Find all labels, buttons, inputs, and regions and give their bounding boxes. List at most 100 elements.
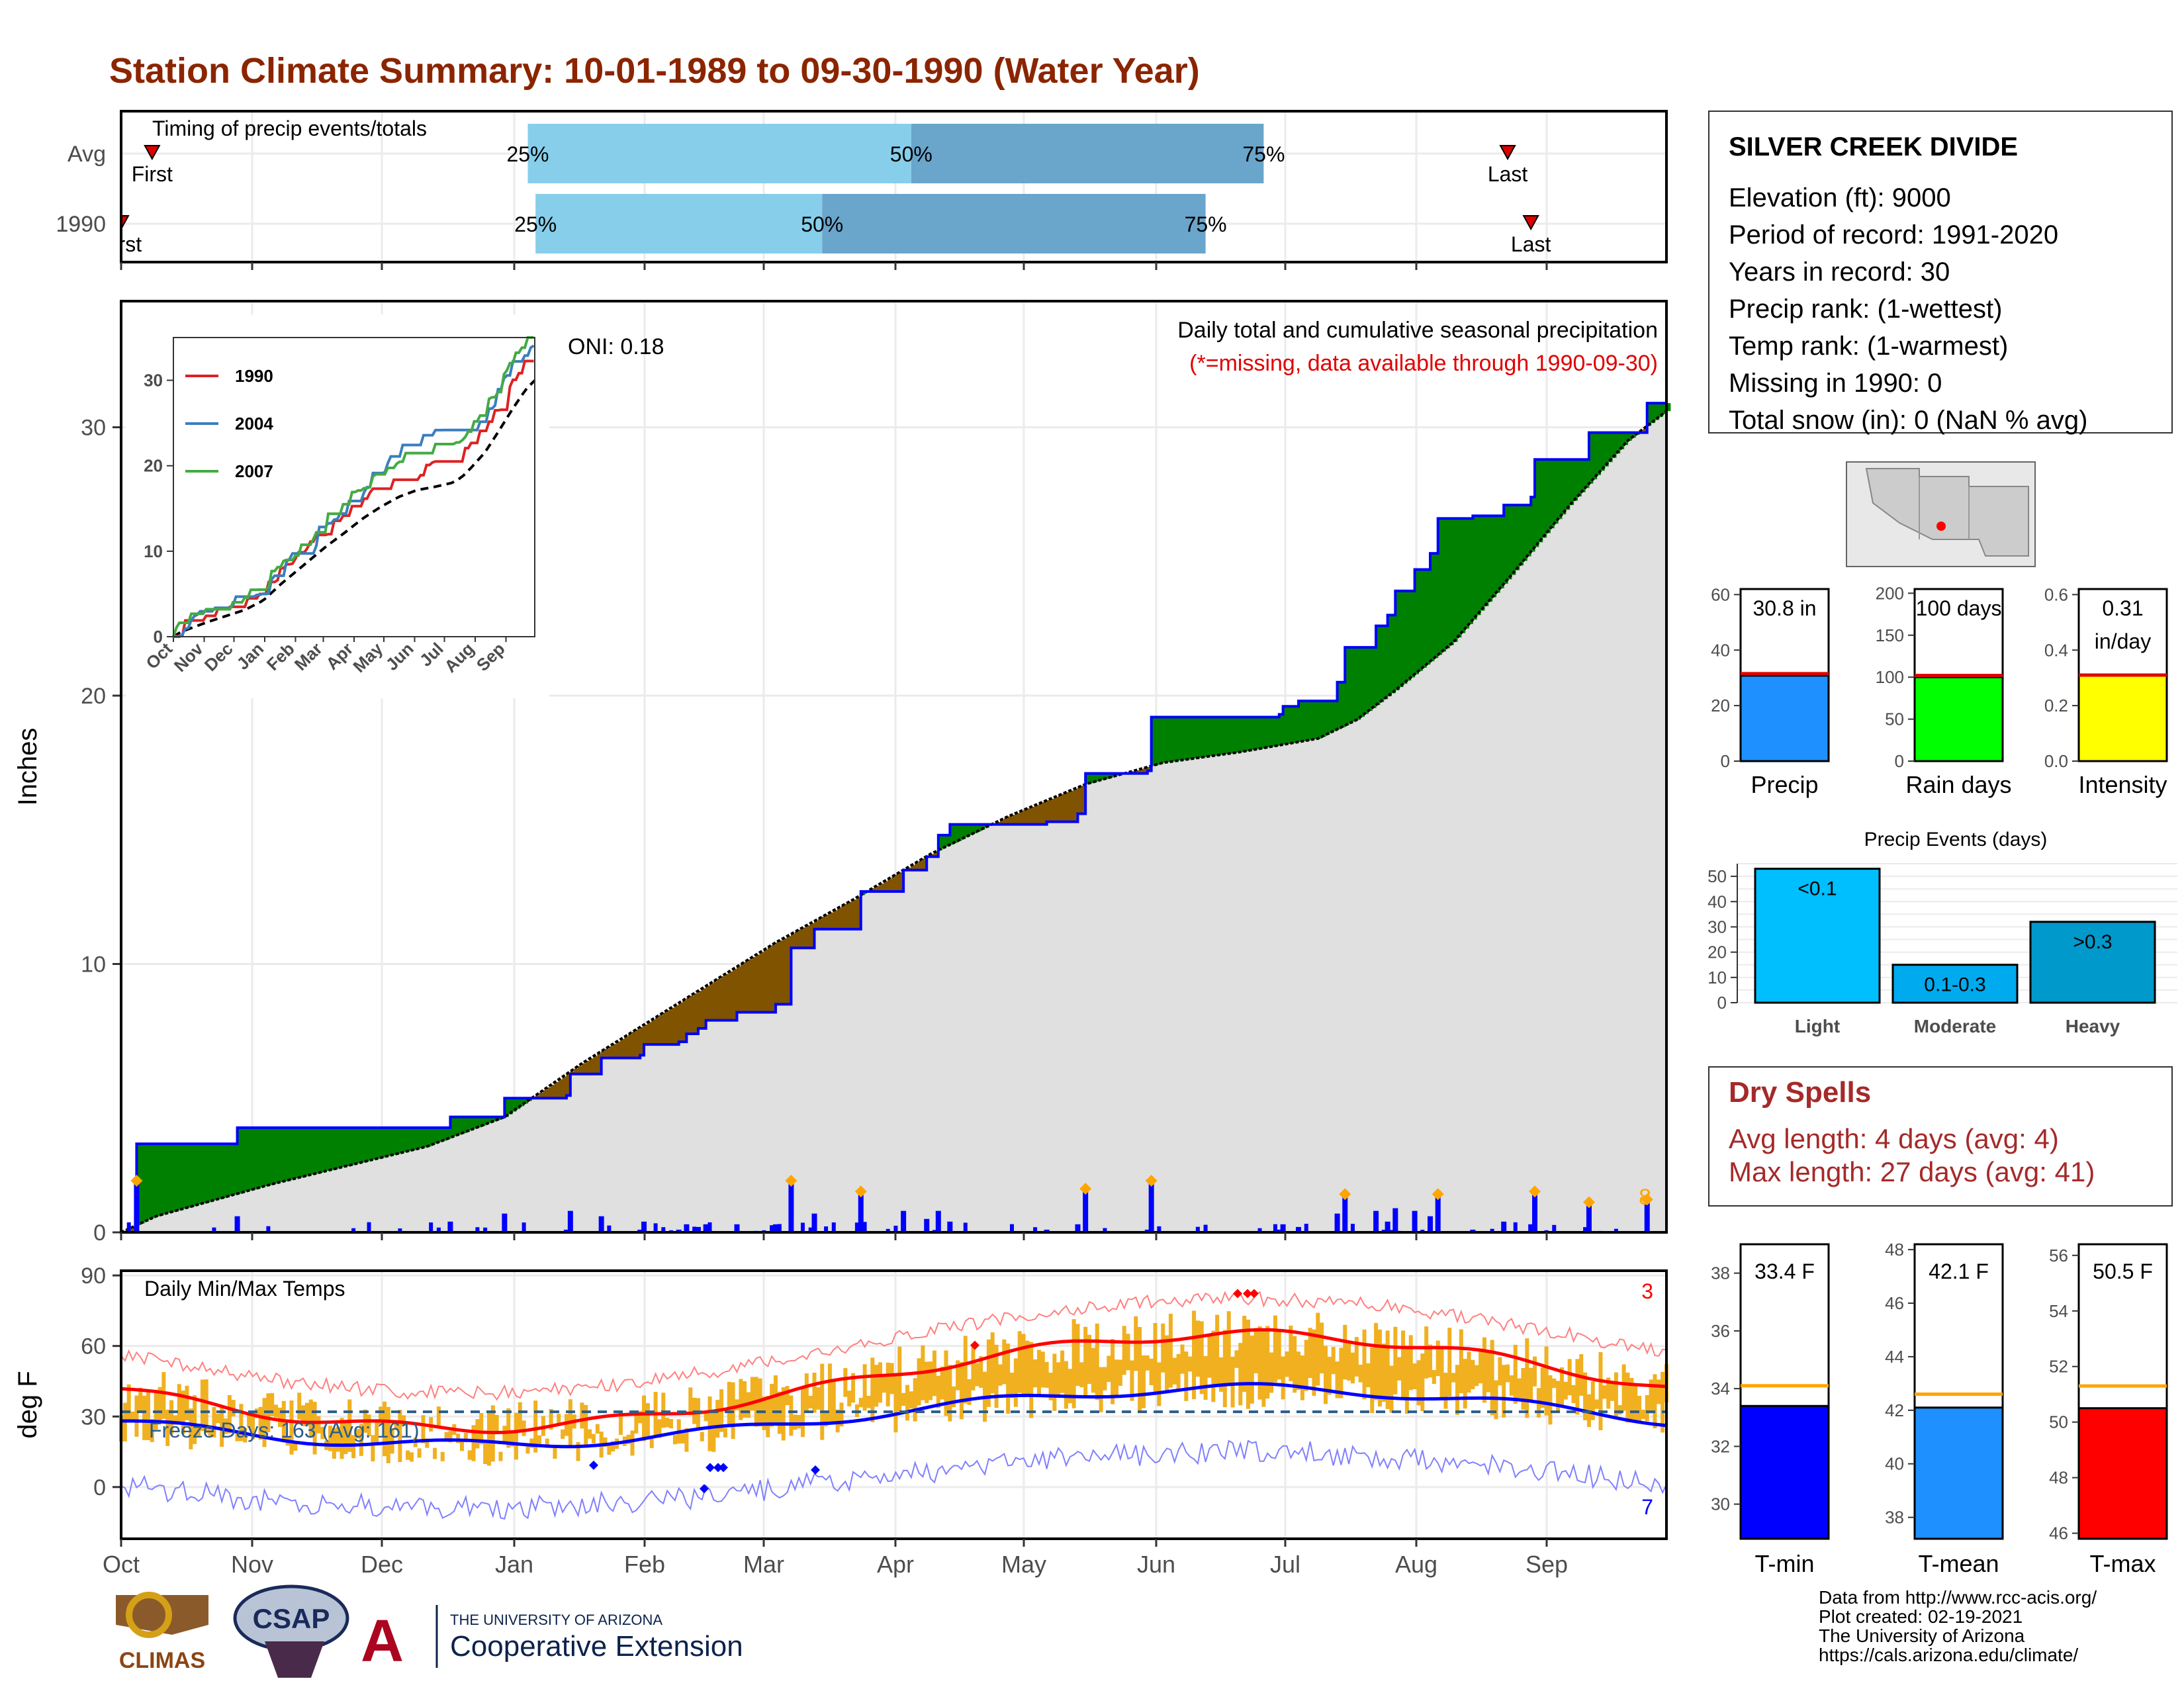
daily-precip-bar [1148, 1184, 1154, 1232]
inset-border [173, 337, 535, 637]
daily-precip-bar [1528, 1224, 1534, 1232]
daily-precip-bar [1583, 1227, 1588, 1232]
daily-precip-bar [707, 1222, 712, 1232]
inset-bg [126, 314, 549, 698]
precip-events-panel: Precip Events (days) 0 10 20 30 40 50 <0.1 Light… [1707, 829, 2177, 1036]
daily-precip-bar [1280, 1224, 1286, 1232]
timing-label-25: 25% [514, 212, 557, 236]
avg-min-temp-line [120, 1382, 1667, 1449]
temp-bar-value-label: 42.1 F [1929, 1259, 1989, 1283]
last-event-marker [1499, 145, 1516, 161]
daily-precip-bar [692, 1226, 697, 1232]
temp-bar-tick-label: 36 [1711, 1321, 1730, 1341]
timing-panel-border [120, 110, 1668, 263]
daily-precip-bar [1009, 1224, 1014, 1232]
temp-y-tick-label: 0 [93, 1475, 106, 1500]
summary-bar-value-label: 100 days [1916, 596, 2002, 620]
heavy-precip-marker [1339, 1188, 1351, 1201]
temp-bar-tick-label: 34 [1711, 1379, 1730, 1398]
heavy-precip-marker [1641, 1193, 1653, 1206]
daily-precip-bar [886, 1228, 890, 1232]
temp-bar-tick-label: 44 [1885, 1347, 1904, 1367]
locator-map [1846, 461, 2036, 567]
record-high-count: 3 [1641, 1279, 1653, 1303]
events-tick-label: 0 [1717, 993, 1727, 1013]
daily-precip-bar [862, 1222, 867, 1232]
daily-precip-bar [1296, 1226, 1302, 1232]
daily-precip-bar [607, 1225, 612, 1232]
daily-precip-bar [522, 1222, 526, 1232]
daily-precip-bar [773, 1224, 779, 1232]
timing-bar-late [911, 124, 1264, 183]
daily-precip-bar [563, 1229, 569, 1232]
temp-bar-tick-label: 38 [1885, 1508, 1904, 1528]
heavy-precip-marker [1145, 1175, 1158, 1187]
temp-bar-tick-label: 32 [1711, 1436, 1730, 1456]
temp-bar-tick-label: 48 [2049, 1468, 2068, 1488]
station-location-marker [1936, 522, 1946, 531]
events-title: Precip Events (days) [1864, 829, 2048, 850]
daily-precip-bar [893, 1225, 898, 1232]
summary-bar-tick-label: 40 [1711, 640, 1730, 660]
event-bar [1754, 868, 1881, 1004]
info-line: Elevation (ft): 9000 [1729, 183, 1951, 212]
daily-precip-bar [924, 1218, 930, 1232]
footer-line: The University of Arizona [1819, 1625, 2025, 1646]
timing-row-label: 1990 [56, 212, 106, 237]
precip-panel-border [120, 300, 1668, 1234]
temp-bar-tick-label: 40 [1885, 1454, 1904, 1474]
timing-row-label: Avg [68, 142, 106, 167]
daily-precip-bar [800, 1222, 805, 1232]
daily-precip-bar [126, 1222, 131, 1232]
inset-y-tick-label: 0 [154, 627, 163, 647]
daily-precip-bar [1392, 1208, 1398, 1232]
daily-precip-bar [1490, 1228, 1494, 1232]
timing-label-75: 75% [1185, 212, 1227, 236]
event-bar-name: Light [1795, 1016, 1840, 1036]
precip-y-tick-label: 10 [81, 952, 106, 978]
record-low-marker [700, 1484, 709, 1494]
daily-precip-bar [734, 1224, 740, 1232]
inset-y-tick-label: 20 [144, 456, 163, 476]
daily-precip-bar [703, 1224, 709, 1232]
summary-bar-value-label: 0.31 [2102, 596, 2143, 620]
footer-credits: Data from http://www.rcc-acis.org/ Plot … [1819, 1587, 2097, 1665]
csap-logo: CSAP [233, 1584, 349, 1678]
temp-bar-name: T-min [1755, 1550, 1815, 1577]
daily-precip-bar [1033, 1227, 1038, 1232]
daily-precip-bar [1428, 1216, 1433, 1232]
temp-y-tick-label: 30 [81, 1404, 106, 1430]
daily-precip-bar [901, 1224, 906, 1232]
daily-precip-bar [1257, 1228, 1262, 1232]
record-low-marker [705, 1463, 715, 1473]
daily-precip-bar [1532, 1195, 1538, 1232]
daily-precip-bar [963, 1222, 968, 1232]
dry-spells-title: Dry Spells [1729, 1076, 1871, 1109]
summary-bar-tick-label: 0 [1895, 751, 1904, 771]
summary-bar-tick-label: 0.0 [2044, 751, 2068, 771]
daily-precip-bar [653, 1223, 658, 1232]
daily-precip-bar [234, 1216, 240, 1232]
record-high-marker [1233, 1289, 1242, 1299]
dry-spells-max: Max length: 27 days (avg: 41) [1729, 1156, 2095, 1187]
daily-precip-bar [483, 1227, 488, 1232]
daily-precip-bar [1435, 1226, 1440, 1232]
record-high-marker [1250, 1289, 1259, 1299]
climas-text: CLIMAS [119, 1648, 205, 1673]
month-tick-label: Jun [1137, 1551, 1175, 1578]
ua-a-mark: A [361, 1608, 404, 1674]
daily-precip-bar [1273, 1224, 1277, 1232]
timing-label-50: 50% [890, 142, 933, 166]
month-tick-label: Sep [1525, 1551, 1568, 1578]
daily-precip-bar [502, 1213, 508, 1232]
inset-avg-line [172, 379, 536, 638]
station-name: SILVER CREEK DIVIDE [1729, 132, 2018, 161]
temp-bar-tick-label: 46 [2049, 1524, 2068, 1543]
heavy-precip-marker [854, 1185, 867, 1198]
daily-precip-bar [1373, 1211, 1379, 1232]
month-tick-label: Oct [103, 1551, 140, 1578]
events-tick-label: 30 [1707, 917, 1727, 937]
info-line: Precip rank: (1-wettest) [1729, 295, 2002, 324]
summary-bar-tick-label: 150 [1876, 625, 1904, 645]
